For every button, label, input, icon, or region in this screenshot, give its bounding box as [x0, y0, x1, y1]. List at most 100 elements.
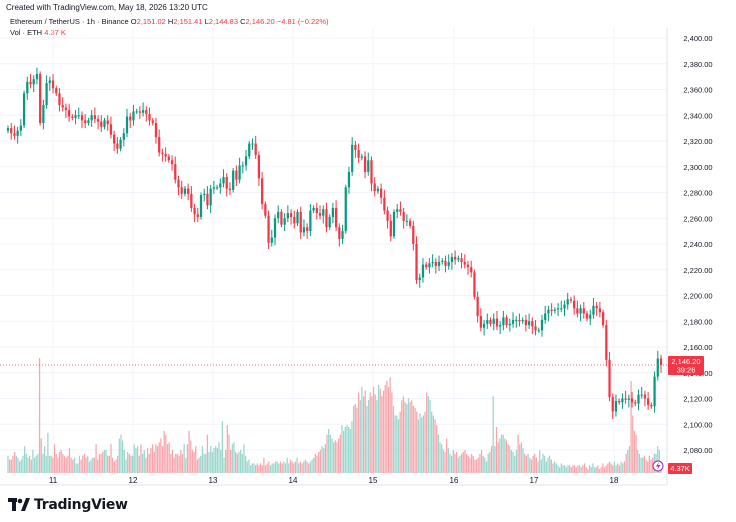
candle-body — [563, 304, 566, 309]
volume-bar — [112, 457, 114, 473]
candle-body — [116, 143, 119, 149]
volume-bar — [25, 453, 27, 473]
candle-body — [109, 124, 113, 135]
volume-bar — [213, 448, 215, 473]
candle-body — [428, 263, 431, 268]
open-label: O — [130, 17, 137, 26]
volume-bar — [190, 440, 192, 473]
volume-bar — [291, 461, 293, 473]
volume-bar — [446, 438, 448, 473]
candle-body — [212, 187, 215, 189]
volume-bar — [643, 455, 646, 473]
volume-bar — [183, 444, 185, 473]
candle-body — [299, 211, 302, 233]
volume-bar — [306, 461, 308, 473]
volume-bar — [63, 455, 66, 473]
candle-body — [135, 111, 138, 113]
candle-body — [450, 256, 454, 263]
candle-body — [624, 398, 627, 400]
close-value: 2,146.20 — [245, 17, 275, 26]
volume-bar — [231, 444, 233, 473]
volume-bar — [367, 400, 370, 473]
volume-bar — [535, 457, 538, 473]
candle-body — [103, 120, 106, 127]
volume-bar — [175, 453, 177, 473]
volume-bar — [33, 457, 36, 473]
volume-bar — [401, 400, 403, 473]
volume-bar — [130, 455, 132, 473]
candle-body — [58, 93, 61, 105]
candle-body — [582, 308, 585, 314]
volume-bar — [239, 450, 242, 473]
candle-body — [499, 325, 502, 327]
candle-body — [13, 133, 16, 136]
candle-body — [277, 211, 280, 219]
volume-bar — [585, 467, 587, 473]
volume-bar — [532, 455, 534, 473]
volume-bars — [7, 358, 662, 473]
candle-body — [77, 115, 80, 117]
volume-bar — [230, 450, 232, 473]
volume-bar — [117, 455, 119, 473]
symbol-label[interactable]: Ethereum / TetherUS · 1h · Binance — [10, 17, 129, 26]
candle-body — [643, 394, 647, 399]
volume-bar — [276, 461, 278, 473]
tradingview-logo[interactable]: TradingView — [8, 497, 128, 513]
lightning-glyph — [656, 462, 661, 470]
candle-body — [151, 120, 154, 123]
candle-body — [569, 299, 573, 301]
volume-bar — [211, 451, 214, 473]
volume-bar — [313, 457, 315, 473]
volume-bar — [125, 459, 127, 473]
volume-bar — [572, 465, 574, 473]
volume-bar — [273, 463, 275, 473]
volume-bar — [72, 459, 74, 473]
candle-body — [473, 272, 476, 297]
candle-body — [537, 330, 540, 332]
volume-bar — [357, 392, 360, 473]
volume-bar — [567, 465, 569, 473]
candle-body — [511, 319, 515, 324]
candle-body — [351, 144, 354, 172]
candle-body — [331, 207, 335, 217]
volume-bar — [155, 444, 157, 473]
candle-body — [373, 183, 376, 192]
volume-bar — [534, 453, 536, 473]
volume-label[interactable]: Vol · ETH — [10, 28, 43, 37]
candle-body — [215, 187, 219, 189]
candle-body — [106, 120, 109, 125]
volume-bar — [110, 444, 112, 473]
volume-bar — [281, 463, 283, 473]
volume-bar — [638, 453, 641, 473]
volume-bar — [349, 428, 351, 473]
candle-body — [138, 111, 142, 113]
candle-body — [408, 220, 412, 226]
volume-bar — [597, 465, 599, 473]
volume-bar — [472, 455, 474, 473]
volume-bar — [98, 453, 101, 473]
volume-bar — [156, 446, 159, 473]
volume-bar — [223, 457, 225, 473]
volume-bar — [311, 459, 313, 473]
volume-bar — [200, 455, 202, 473]
candle-body — [293, 216, 296, 224]
candle-body — [154, 122, 158, 138]
volume-bar — [492, 396, 494, 473]
candle-body — [193, 207, 196, 215]
candle-body — [209, 188, 212, 206]
candle-body — [508, 323, 511, 326]
volume-bar — [577, 465, 579, 473]
candle-body — [141, 110, 145, 113]
candle-body — [167, 156, 170, 161]
volume-bar — [256, 463, 258, 473]
volume-bar — [170, 453, 172, 473]
volume-bar — [253, 463, 255, 473]
volume-bar — [617, 463, 619, 473]
volume-bar — [474, 459, 476, 473]
volume-bar — [105, 450, 107, 473]
volume-bar — [42, 453, 44, 473]
volume-bar — [525, 455, 528, 473]
candle-body — [589, 314, 592, 319]
candle-body — [389, 220, 392, 237]
